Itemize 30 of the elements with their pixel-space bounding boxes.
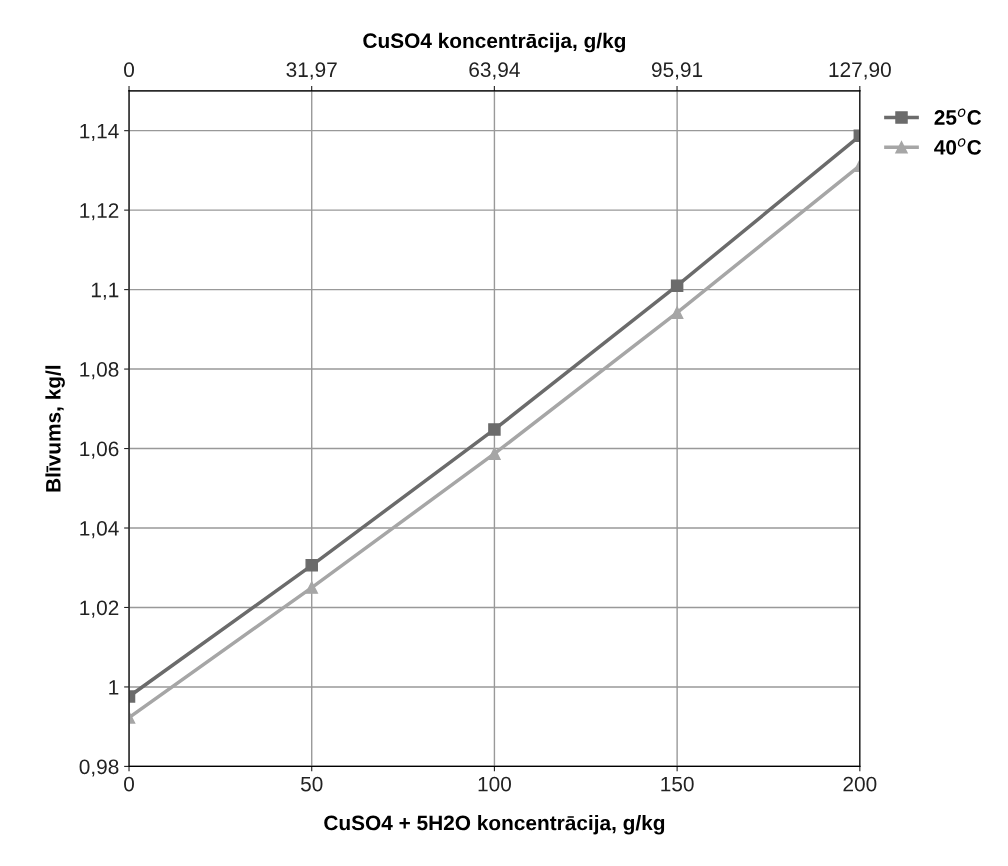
legend-label: 25$^{o}$C <box>934 108 982 125</box>
y-tick-label: 1,12 <box>80 203 119 221</box>
y-tick-label: 1,14 <box>80 123 119 141</box>
legend-label: 40$^{o}$C <box>934 138 982 155</box>
x2-tick-label: 95,91 <box>651 62 703 80</box>
x2-tick-label: 63,94 <box>469 62 520 80</box>
x-tick-label: 150 <box>661 776 694 792</box>
x2-axis-title: CuSO4 koncentrācija, g/kg <box>363 32 626 53</box>
point <box>488 447 501 460</box>
x-tick-label: 200 <box>843 776 877 792</box>
x-tick-label: 0 <box>124 776 134 792</box>
point <box>670 279 684 292</box>
x-tick-label: 50 <box>300 776 323 792</box>
point <box>305 581 318 594</box>
point <box>305 559 318 572</box>
point <box>488 423 501 436</box>
x-tick-label: 100 <box>478 776 511 792</box>
point <box>670 306 684 319</box>
y-tick-label: 1,02 <box>80 600 119 618</box>
y-tick-label: 1,04 <box>80 521 119 539</box>
y-axis-title: Blīvums, kg/l <box>45 365 65 492</box>
x2-tick-label: 31,97 <box>286 62 337 80</box>
x2-tick-label: 0 <box>124 62 134 78</box>
y-tick-label: 1,06 <box>80 441 119 459</box>
y-tick-label: 1,08 <box>80 362 119 380</box>
x2-tick-label: 127,90 <box>829 62 891 80</box>
y-tick-label: 1,1 <box>91 282 119 300</box>
y-tick-label: 0,98 <box>79 759 119 777</box>
y-tick-label: 1 <box>109 680 119 695</box>
x-axis-title: CuSO4 + 5H2O koncentrācija, g/kg <box>324 815 665 835</box>
